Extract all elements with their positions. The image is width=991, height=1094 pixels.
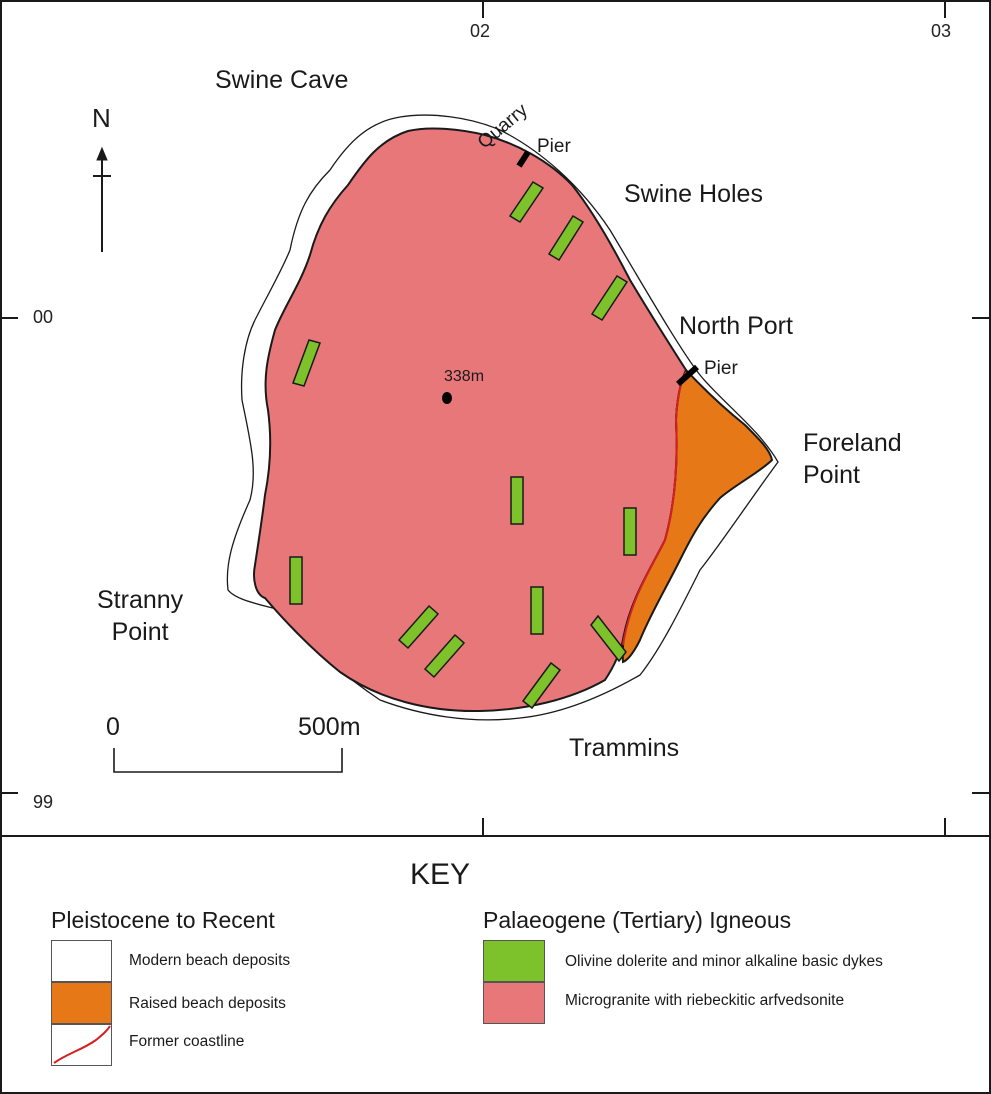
- place-trammins: Trammins: [569, 734, 680, 762]
- dyke: [292, 339, 321, 387]
- swatch-modern-beach: [51, 940, 112, 982]
- place-swine-holes: Swine Holes: [624, 180, 763, 208]
- dykes: [289, 180, 637, 710]
- dyke: [397, 604, 440, 650]
- microgranite-area: [253, 127, 688, 713]
- place-pier-north: Pier: [537, 136, 571, 157]
- grid-label-y-99: 99: [33, 792, 54, 812]
- dyke: [508, 180, 545, 224]
- key-item-dolerite-dykes: Olivine dolerite and minor alkaline basi…: [565, 953, 883, 970]
- key-group-heading-palaeogene: Palaeogene (Tertiary) Igneous: [483, 907, 792, 933]
- swatch-former-coastline: [51, 1024, 112, 1066]
- place-north-port: North Port: [679, 312, 793, 340]
- dyke: [623, 507, 637, 556]
- grid-label-x-02: 02: [470, 21, 491, 41]
- grid-label-x-03: 03: [931, 21, 952, 41]
- place-foreland-point: Foreland Point: [803, 429, 902, 489]
- swatch-raised-beach: [51, 982, 112, 1024]
- place-swine-cave: Swine Cave: [215, 66, 349, 94]
- former-coastline-swatch-line: [53, 1025, 111, 1064]
- key-group-heading-pleistocene: Pleistocene to Recent: [51, 907, 275, 933]
- key-item-modern-beach: Modern beach deposits: [129, 952, 291, 969]
- dyke: [289, 556, 303, 605]
- key-title: KEY: [410, 858, 471, 891]
- key-item-raised-beach: Raised beach deposits: [129, 995, 286, 1012]
- dyke: [590, 614, 627, 663]
- pier-north-marker: [516, 150, 531, 168]
- place-stranny-point: Stranny Point: [97, 586, 184, 646]
- grid-ticks: [1, 1, 990, 836]
- former-coastline: [622, 371, 687, 646]
- dyke: [521, 661, 562, 710]
- grid-label-y-00: 00: [33, 307, 54, 327]
- dyke: [547, 214, 585, 262]
- dyke: [423, 633, 466, 679]
- pier-east-marker: [675, 364, 700, 387]
- key-item-microgranite: Microgranite with riebeckitic arfvedsoni…: [565, 992, 845, 1009]
- summit-label: 338m: [444, 368, 485, 385]
- place-pier-east: Pier: [704, 358, 738, 379]
- dyke: [530, 586, 544, 635]
- scale-bar: [113, 748, 343, 773]
- key-box: [0, 835, 991, 1094]
- swatch-dolerite-dykes: [483, 940, 545, 982]
- scale-label-start: 0: [106, 713, 120, 741]
- scale-label-end: 500m: [298, 713, 361, 741]
- key-item-former-coastline: Former coastline: [129, 1033, 245, 1050]
- north-arrow: [93, 146, 111, 252]
- dyke: [510, 476, 524, 525]
- summit-marker: [442, 392, 452, 404]
- swatch-microgranite: [483, 982, 545, 1024]
- north-label: N: [92, 103, 111, 133]
- dyke: [590, 274, 629, 322]
